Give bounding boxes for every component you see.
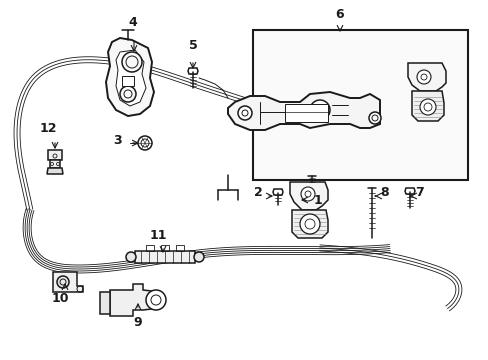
Text: 5: 5 <box>188 39 197 51</box>
Text: 9: 9 <box>133 315 142 328</box>
Polygon shape <box>47 168 63 174</box>
Circle shape <box>57 276 69 288</box>
Circle shape <box>301 187 314 201</box>
Text: 10: 10 <box>51 292 69 305</box>
Text: 12: 12 <box>39 122 57 135</box>
Polygon shape <box>411 91 443 121</box>
Circle shape <box>309 100 329 120</box>
Polygon shape <box>100 292 110 314</box>
Circle shape <box>122 52 142 72</box>
Polygon shape <box>116 50 146 106</box>
Circle shape <box>57 162 60 166</box>
Text: 2: 2 <box>253 185 262 198</box>
Polygon shape <box>291 210 327 238</box>
Polygon shape <box>135 251 195 263</box>
Polygon shape <box>122 76 134 86</box>
Text: 7: 7 <box>415 185 424 198</box>
Text: 3: 3 <box>113 134 122 147</box>
Circle shape <box>416 70 430 84</box>
Text: 6: 6 <box>335 8 344 21</box>
Polygon shape <box>110 284 163 316</box>
Circle shape <box>368 112 380 124</box>
Circle shape <box>146 290 165 310</box>
Circle shape <box>299 214 319 234</box>
Text: 1: 1 <box>313 194 322 207</box>
Polygon shape <box>285 104 327 122</box>
Polygon shape <box>50 160 60 168</box>
Polygon shape <box>106 38 154 116</box>
Circle shape <box>194 252 203 262</box>
Polygon shape <box>227 92 379 130</box>
Polygon shape <box>289 182 327 210</box>
Circle shape <box>419 99 435 115</box>
Polygon shape <box>53 272 83 292</box>
Text: 11: 11 <box>149 229 166 242</box>
Polygon shape <box>252 30 467 180</box>
Circle shape <box>120 86 136 102</box>
Circle shape <box>126 252 136 262</box>
Text: 8: 8 <box>380 185 388 198</box>
Polygon shape <box>407 63 445 91</box>
Polygon shape <box>48 150 62 160</box>
Circle shape <box>238 106 251 120</box>
Text: 4: 4 <box>128 15 137 28</box>
Circle shape <box>50 162 53 166</box>
